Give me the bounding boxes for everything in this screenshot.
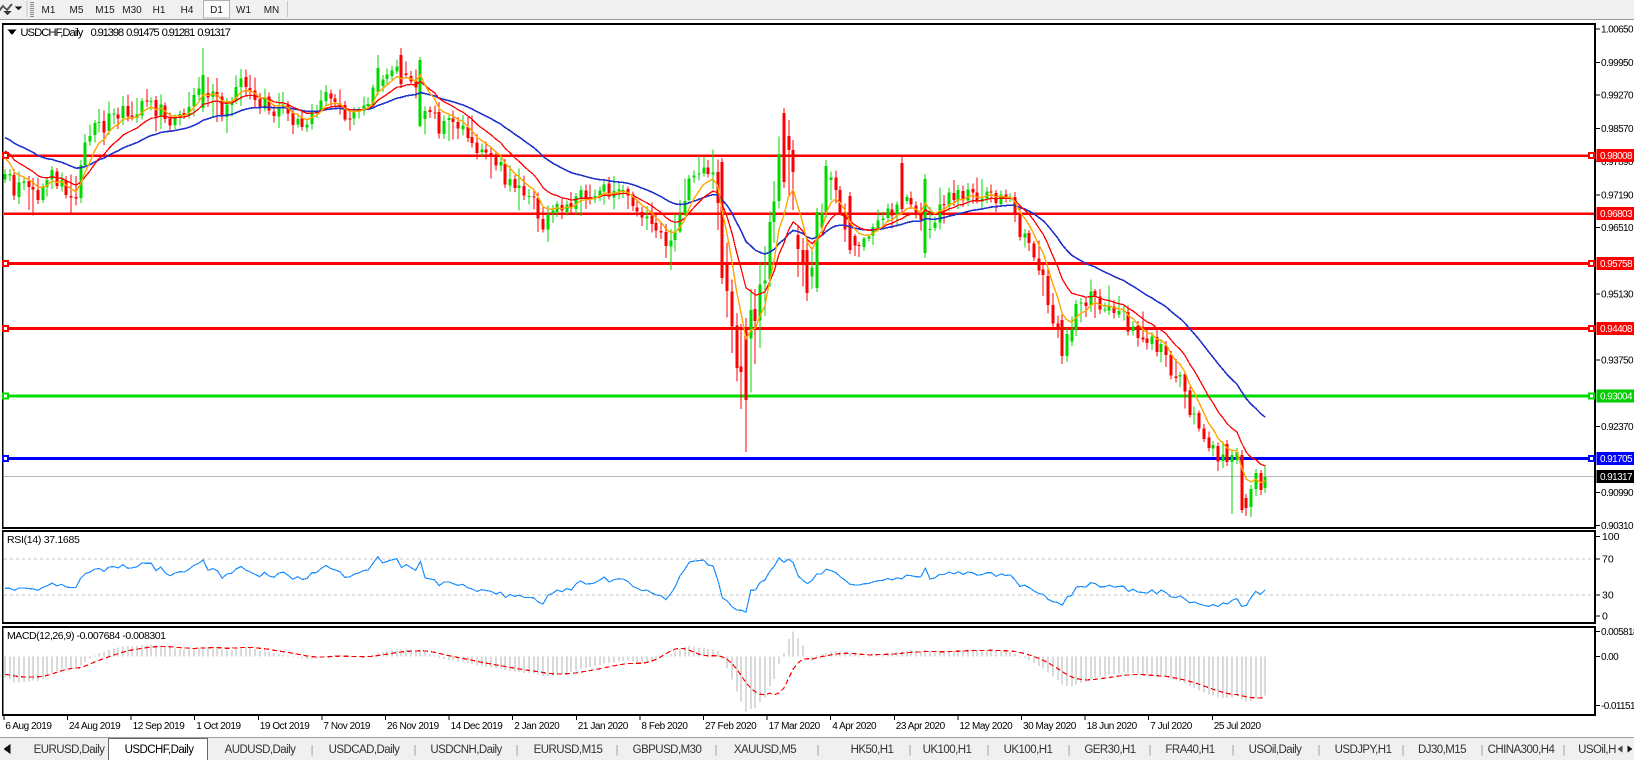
svg-text:0.92370: 0.92370: [1601, 422, 1634, 433]
svg-text:0.98570: 0.98570: [1601, 124, 1634, 135]
svg-text:H1: H1: [153, 5, 166, 16]
svg-text:19 Oct 2019: 19 Oct 2019: [260, 721, 310, 732]
svg-text:|: |: [1318, 744, 1321, 756]
svg-text:USOil,Daily: USOil,Daily: [1249, 744, 1303, 756]
svg-text:0.99950: 0.99950: [1601, 58, 1634, 69]
svg-text:0.95758: 0.95758: [1600, 259, 1633, 270]
svg-text:XAUUSD,M5: XAUUSD,M5: [734, 744, 796, 756]
svg-text:H4: H4: [181, 5, 194, 16]
svg-text:|: |: [817, 744, 820, 756]
svg-text:UK100,H1: UK100,H1: [923, 744, 972, 756]
svg-text:FRA40,H1: FRA40,H1: [1165, 744, 1214, 756]
svg-text:MACD(12,26,9) -0.007684 -0.008: MACD(12,26,9) -0.007684 -0.008301: [7, 630, 166, 642]
svg-text:CHINA300,H4: CHINA300,H4: [1488, 744, 1556, 756]
svg-text:|: |: [311, 744, 314, 756]
svg-text:RSI(14) 37.1685: RSI(14) 37.1685: [7, 534, 80, 546]
svg-text:-0.01151: -0.01151: [1601, 701, 1634, 712]
svg-text:GER30,H1: GER30,H1: [1084, 744, 1135, 756]
svg-text:0.98008: 0.98008: [1600, 151, 1633, 162]
svg-text:EURUSD,Daily: EURUSD,Daily: [34, 744, 106, 756]
svg-text:M30: M30: [122, 5, 142, 16]
svg-text:0.91705: 0.91705: [1600, 454, 1633, 465]
svg-text:0.005818: 0.005818: [1601, 627, 1634, 638]
svg-text:0.97190: 0.97190: [1601, 190, 1634, 201]
svg-text:0.93004: 0.93004: [1600, 392, 1633, 403]
svg-text:70: 70: [1602, 554, 1614, 566]
svg-text:8 Feb 2020: 8 Feb 2020: [641, 721, 688, 732]
svg-text:6 Aug 2019: 6 Aug 2019: [5, 721, 52, 732]
svg-text:D1: D1: [210, 5, 223, 16]
svg-text:|: |: [516, 744, 519, 756]
svg-text:GBPUSD,M30: GBPUSD,M30: [633, 744, 702, 756]
svg-text:0.90310: 0.90310: [1601, 521, 1634, 532]
svg-text:0.99270: 0.99270: [1601, 91, 1634, 102]
svg-text:DJ30,M15: DJ30,M15: [1418, 744, 1466, 756]
svg-text:0.00: 0.00: [1601, 652, 1619, 663]
svg-text:0.94408: 0.94408: [1600, 324, 1633, 335]
svg-text:0: 0: [1602, 611, 1608, 623]
svg-text:30 May 2020: 30 May 2020: [1023, 721, 1077, 732]
svg-text:4 Apr 2020: 4 Apr 2020: [832, 721, 877, 732]
svg-text:7 Nov 2019: 7 Nov 2019: [323, 721, 371, 732]
svg-text:23 Apr 2020: 23 Apr 2020: [896, 721, 946, 732]
svg-text:0.91317: 0.91317: [1600, 472, 1633, 483]
svg-text:25 Jul 2020: 25 Jul 2020: [1214, 721, 1262, 732]
svg-text:|: |: [414, 744, 417, 756]
svg-text:0.96510: 0.96510: [1601, 223, 1634, 234]
svg-text:0.97890: 0.97890: [1601, 157, 1634, 168]
svg-text:0.91398 0.91475 0.91281 0.9131: 0.91398 0.91475 0.91281 0.91317: [91, 27, 231, 39]
svg-text:14 Dec 2019: 14 Dec 2019: [451, 721, 504, 732]
svg-text:M5: M5: [70, 5, 84, 16]
svg-text:EURUSD,M15: EURUSD,M15: [534, 744, 603, 756]
svg-text:17 Mar 2020: 17 Mar 2020: [769, 721, 821, 732]
svg-text:USDCNH,Daily: USDCNH,Daily: [430, 744, 502, 756]
svg-text:100: 100: [1602, 531, 1620, 543]
svg-text:|: |: [1481, 744, 1484, 756]
svg-text:26 Nov 2019: 26 Nov 2019: [387, 721, 440, 732]
svg-text:|: |: [1563, 744, 1566, 756]
svg-text:M15: M15: [95, 5, 115, 16]
svg-text:27 Feb 2020: 27 Feb 2020: [705, 721, 757, 732]
svg-text:USOil,H: USOil,H: [1578, 744, 1616, 756]
svg-text:AUDUSD,Daily: AUDUSD,Daily: [225, 744, 297, 756]
svg-text:1 Oct 2019: 1 Oct 2019: [196, 721, 241, 732]
svg-text:HK50,H1: HK50,H1: [851, 744, 894, 756]
svg-text:|: |: [616, 744, 619, 756]
svg-text:7 Jul 2020: 7 Jul 2020: [1150, 721, 1193, 732]
svg-text:2 Jan 2020: 2 Jan 2020: [514, 721, 560, 732]
svg-text:0.96803: 0.96803: [1600, 209, 1633, 220]
svg-text:0.95130: 0.95130: [1601, 289, 1634, 300]
svg-text:|: |: [1232, 744, 1235, 756]
svg-text:|: |: [1068, 744, 1071, 756]
svg-text:12 Sep 2019: 12 Sep 2019: [133, 721, 186, 732]
svg-text:|: |: [987, 744, 990, 756]
svg-text:|: |: [909, 744, 912, 756]
svg-text:18 Jun 2020: 18 Jun 2020: [1087, 721, 1138, 732]
svg-text:0.93750: 0.93750: [1601, 356, 1634, 367]
svg-text:0.90990: 0.90990: [1601, 488, 1634, 499]
svg-text:USDCHF,Daily: USDCHF,Daily: [20, 27, 83, 39]
svg-text:USDJPY,H1: USDJPY,H1: [1335, 744, 1392, 756]
svg-text:|: |: [1402, 744, 1405, 756]
svg-text:|: |: [715, 744, 718, 756]
svg-text:USDCAD,Daily: USDCAD,Daily: [329, 744, 401, 756]
svg-text:M1: M1: [42, 5, 56, 16]
svg-text:USDCHF,Daily: USDCHF,Daily: [125, 744, 195, 756]
svg-text:UK100,H1: UK100,H1: [1004, 744, 1053, 756]
svg-text:12 May 2020: 12 May 2020: [959, 721, 1013, 732]
svg-text:24 Aug 2019: 24 Aug 2019: [69, 721, 121, 732]
svg-text:1.00650: 1.00650: [1601, 24, 1634, 35]
svg-text:MN: MN: [264, 5, 280, 16]
svg-text:|: |: [1149, 744, 1152, 756]
svg-text:W1: W1: [236, 5, 251, 16]
svg-text:30: 30: [1602, 590, 1614, 602]
svg-text:21 Jan 2020: 21 Jan 2020: [578, 721, 629, 732]
